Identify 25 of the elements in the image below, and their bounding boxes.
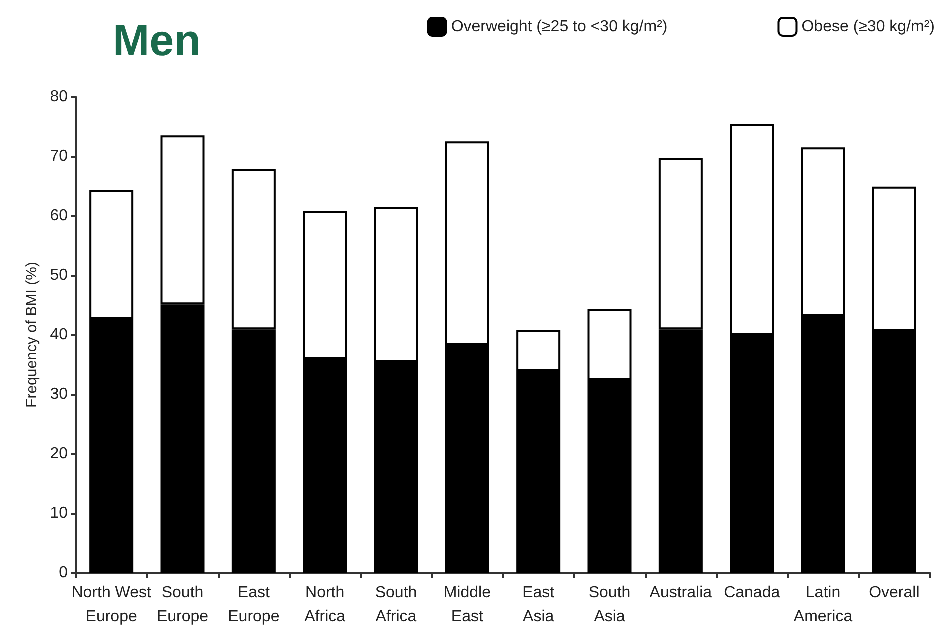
x-tick-label: Australia bbox=[650, 584, 712, 602]
x-tick-label: North Africa bbox=[304, 584, 346, 626]
y-tick-label: 50 bbox=[50, 267, 68, 284]
y-tick-label: 80 bbox=[50, 88, 68, 106]
x-tick-label: North West Europe bbox=[72, 584, 152, 626]
y-tick-label: 10 bbox=[50, 505, 68, 522]
y-tick-label: 70 bbox=[50, 148, 68, 165]
y-tick-label: 40 bbox=[50, 326, 68, 344]
x-tick-label: South Asia bbox=[588, 584, 631, 626]
y-tick-label: 30 bbox=[50, 386, 68, 403]
x-tick-label: East Asia bbox=[522, 584, 556, 626]
y-tick-label: 20 bbox=[50, 446, 68, 462]
chart-title: Men bbox=[113, 16, 201, 66]
y-tick-label: 60 bbox=[50, 208, 68, 224]
legend-label: Obese (≥30 kg/m²) bbox=[802, 18, 935, 36]
x-tick-label: Middle East bbox=[444, 584, 492, 626]
legend-label: Overweight (≥25 to <30 kg/m²) bbox=[451, 18, 668, 36]
y-tick-label: 0 bbox=[59, 564, 68, 582]
x-tick-label: Latin America bbox=[794, 584, 853, 626]
y-axis-title: Frequency of BMI (%) bbox=[23, 262, 40, 408]
x-tick-label: Canada bbox=[724, 584, 780, 602]
x-tick-label: East Europe bbox=[228, 584, 280, 626]
x-tick-label: South Africa bbox=[375, 584, 418, 626]
x-tick-label: South Europe bbox=[156, 584, 209, 626]
x-tick-label: Overall bbox=[869, 584, 920, 602]
